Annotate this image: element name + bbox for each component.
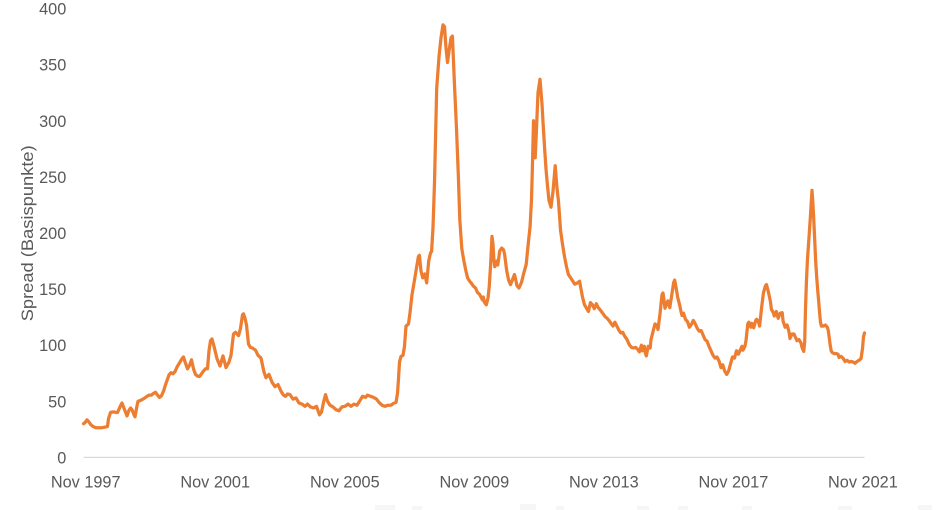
svg-text:Nov 1997: Nov 1997 xyxy=(51,474,121,492)
svg-text:150: 150 xyxy=(39,281,66,299)
svg-text:100: 100 xyxy=(39,337,66,355)
svg-text:50: 50 xyxy=(48,393,66,411)
svg-text:Nov 2017: Nov 2017 xyxy=(699,474,769,492)
svg-text:250: 250 xyxy=(39,169,66,187)
svg-text:Nov 2021: Nov 2021 xyxy=(828,474,898,492)
svg-text:Nov 2009: Nov 2009 xyxy=(439,474,509,492)
svg-text:400: 400 xyxy=(39,1,66,19)
svg-text:200: 200 xyxy=(39,225,66,243)
svg-text:Nov 2013: Nov 2013 xyxy=(569,474,639,492)
svg-text:Spread (Basispunkte): Spread (Basispunkte) xyxy=(19,145,37,321)
svg-text:0: 0 xyxy=(57,449,66,467)
svg-text:350: 350 xyxy=(39,57,66,75)
svg-text:300: 300 xyxy=(39,113,66,131)
svg-text:Nov 2001: Nov 2001 xyxy=(180,474,250,492)
svg-text:Nov 2005: Nov 2005 xyxy=(310,474,380,492)
